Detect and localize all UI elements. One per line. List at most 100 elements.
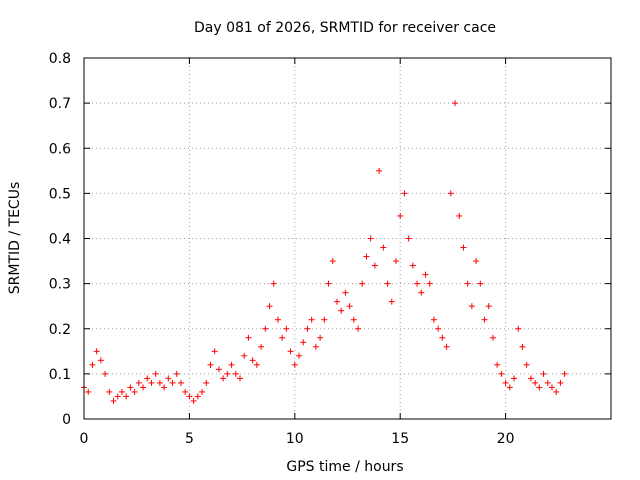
data-point xyxy=(489,334,496,341)
data-point xyxy=(435,325,442,332)
data-point xyxy=(363,253,370,260)
data-point xyxy=(426,280,433,287)
data-point xyxy=(350,316,357,323)
data-point xyxy=(561,370,568,377)
data-point xyxy=(371,262,378,269)
data-point xyxy=(232,370,239,377)
data-point xyxy=(540,370,547,377)
data-point xyxy=(135,379,142,386)
data-point xyxy=(477,280,484,287)
y-tick-label: 0.7 xyxy=(49,96,71,112)
y-tick-label: 0.6 xyxy=(49,141,71,157)
data-point xyxy=(118,388,125,395)
data-point xyxy=(220,375,227,382)
data-point xyxy=(557,379,564,386)
x-tick-label: 15 xyxy=(391,431,409,447)
data-point xyxy=(291,361,298,368)
data-point xyxy=(97,357,104,364)
data-point xyxy=(266,303,273,310)
data-point xyxy=(321,316,328,323)
x-tick-label: 5 xyxy=(185,431,194,447)
data-point xyxy=(211,348,218,355)
data-point xyxy=(114,393,121,400)
tick-layer: 0 5 10 15 20 0 0.1 0.2 0.3 0.4 0.5 0.6 0.7 0.8 xyxy=(49,51,611,447)
data-point xyxy=(544,379,551,386)
y-tick-label: 0 xyxy=(62,412,71,428)
data-point xyxy=(245,334,252,341)
data-point xyxy=(414,280,421,287)
chart-title: Day 081 of 2026, SRMTID for receiver cac… xyxy=(194,20,496,36)
y-tick-label: 0.8 xyxy=(49,51,71,67)
data-point xyxy=(409,262,416,269)
data-point xyxy=(194,393,201,400)
data-point xyxy=(165,375,172,382)
data-point xyxy=(182,388,189,395)
data-point xyxy=(452,100,459,107)
data-point xyxy=(405,235,412,242)
data-point xyxy=(329,258,336,265)
data-point xyxy=(536,384,543,391)
data-point xyxy=(258,343,265,350)
data-point xyxy=(102,370,109,377)
data-point xyxy=(481,316,488,323)
y-tick-label: 0.2 xyxy=(49,322,71,338)
data-point xyxy=(447,190,454,197)
data-point xyxy=(312,343,319,350)
data-point xyxy=(148,379,155,386)
data-point xyxy=(519,343,526,350)
data-point xyxy=(228,361,235,368)
data-point xyxy=(253,361,260,368)
data-point xyxy=(523,361,530,368)
plot-frame xyxy=(83,57,612,420)
data-point xyxy=(527,375,534,382)
data-point xyxy=(553,388,560,395)
data-point xyxy=(93,348,100,355)
data-point xyxy=(532,379,539,386)
data-point xyxy=(203,379,210,386)
data-point xyxy=(287,348,294,355)
data-point xyxy=(392,258,399,265)
data-point xyxy=(325,280,332,287)
data-point xyxy=(397,212,404,219)
data-point xyxy=(283,325,290,332)
y-tick-label: 0.5 xyxy=(49,186,71,202)
data-point xyxy=(367,235,374,242)
data-point xyxy=(494,361,501,368)
data-point xyxy=(439,334,446,341)
data-point xyxy=(279,334,286,341)
data-point xyxy=(443,343,450,350)
data-point xyxy=(333,298,340,305)
data-point xyxy=(249,357,256,364)
data-point xyxy=(380,244,387,251)
data-point xyxy=(456,212,463,219)
data-point xyxy=(140,384,147,391)
data-point xyxy=(515,325,522,332)
data-point xyxy=(502,379,509,386)
y-tick-label: 0.4 xyxy=(49,232,71,248)
data-point xyxy=(548,384,555,391)
data-point xyxy=(355,325,362,332)
data-point xyxy=(342,289,349,296)
data-point xyxy=(464,280,471,287)
x-tick-label: 0 xyxy=(80,431,89,447)
data-point xyxy=(215,366,222,373)
data-point xyxy=(177,379,184,386)
data-point xyxy=(270,280,277,287)
data-point xyxy=(376,167,383,174)
x-tick-label: 10 xyxy=(286,431,304,447)
data-point xyxy=(127,384,134,391)
x-axis-label: GPS time / hours xyxy=(286,459,403,475)
data-point xyxy=(338,307,345,314)
data-point xyxy=(224,370,231,377)
data-point xyxy=(401,190,408,197)
points-layer xyxy=(81,100,568,404)
data-point xyxy=(274,316,281,323)
data-point xyxy=(300,339,307,346)
x-tick-label: 20 xyxy=(497,431,515,447)
data-point xyxy=(131,388,138,395)
data-point xyxy=(152,370,159,377)
data-point xyxy=(506,384,513,391)
data-point xyxy=(144,375,151,382)
y-tick-label: 0.3 xyxy=(49,277,71,293)
